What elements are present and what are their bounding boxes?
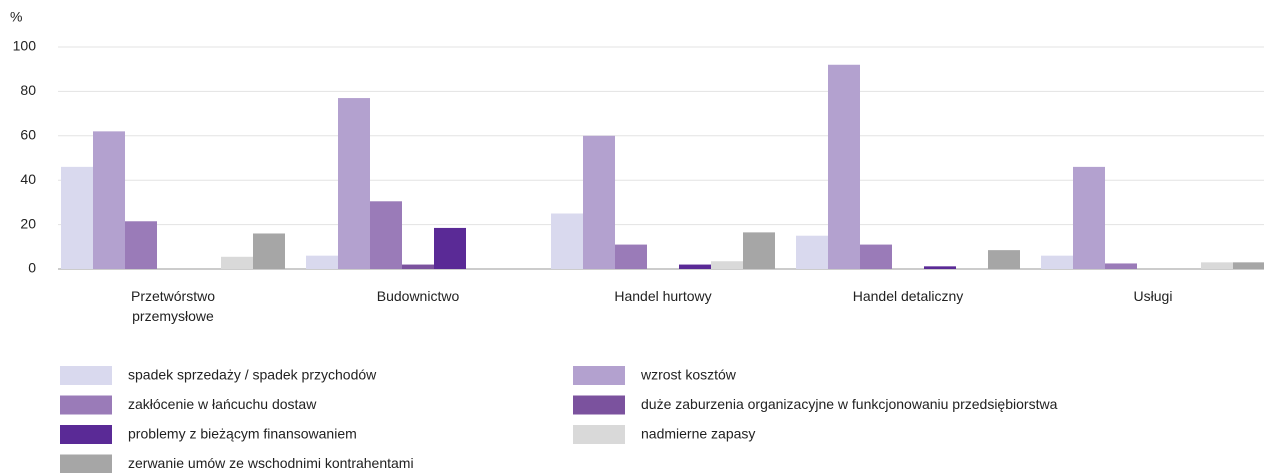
bar [402, 264, 434, 269]
legend-swatch [60, 425, 112, 444]
bar [93, 131, 125, 269]
x-tick-label: Usługi [1053, 286, 1253, 306]
bar [306, 255, 338, 269]
bar [370, 201, 402, 269]
bar [338, 98, 370, 269]
legend-swatch [60, 395, 112, 415]
bar [434, 227, 466, 269]
y-tick-label: 80 [20, 82, 36, 98]
x-tick-text: Usługi [1133, 288, 1173, 304]
y-tick-label: 0 [28, 260, 36, 276]
x-tick-text: Budownictwo [376, 288, 460, 304]
legend-swatch [573, 425, 625, 444]
legend-label: duże zaburzenia organizacyjne w funkcjon… [641, 396, 1058, 412]
x-tick-label: Budownictwo [318, 286, 518, 306]
y-tick-label: 40 [20, 171, 36, 187]
legend-label: nadmierne zapasy [641, 426, 755, 442]
legend-label: spadek sprzedaży / spadek przychodów [128, 367, 377, 383]
y-axis-label: % [10, 9, 22, 25]
bar [221, 256, 253, 269]
bar [828, 64, 860, 269]
bar [988, 250, 1020, 269]
bar [796, 235, 828, 269]
x-tick-label: Handel detaliczny [808, 286, 1008, 306]
x-tick-label: Przetwórstwo przemysłowe [73, 286, 273, 326]
bar [860, 244, 892, 269]
bar [711, 261, 743, 269]
legend-swatch [573, 366, 625, 385]
x-tick-text: Handel hurtowy [614, 288, 712, 304]
bar [1201, 262, 1233, 269]
bar [253, 233, 285, 269]
legend-label: problemy z bieżącym finansowaniem [128, 426, 357, 442]
bar [743, 232, 775, 269]
bar [679, 264, 711, 269]
bar [551, 213, 583, 269]
bar [615, 244, 647, 269]
bar [583, 135, 615, 269]
legend-label: wzrost kosztów [640, 367, 737, 383]
bar [1233, 262, 1264, 269]
legend-label: zakłócenie w łańcuchu dostaw [128, 396, 317, 412]
legend-swatch [573, 395, 625, 415]
legend-swatch [60, 454, 112, 473]
y-tick-label: 20 [20, 215, 36, 231]
y-tick-label: 100 [13, 38, 37, 54]
x-tick-label: Handel hurtowy [563, 286, 763, 306]
bar [125, 221, 157, 269]
legend-swatch [60, 366, 112, 385]
bar [1073, 166, 1105, 269]
bar [1105, 263, 1137, 269]
bar [61, 166, 93, 269]
legend-label: zerwanie umów ze wschodnimi kontrahentam… [128, 455, 414, 471]
x-tick-text: Handel detaliczny [852, 288, 964, 304]
bar [924, 266, 956, 269]
bar [1041, 255, 1073, 269]
x-tick-text: Przetwórstwo przemysłowe [130, 288, 216, 324]
y-tick-label: 60 [20, 127, 36, 143]
